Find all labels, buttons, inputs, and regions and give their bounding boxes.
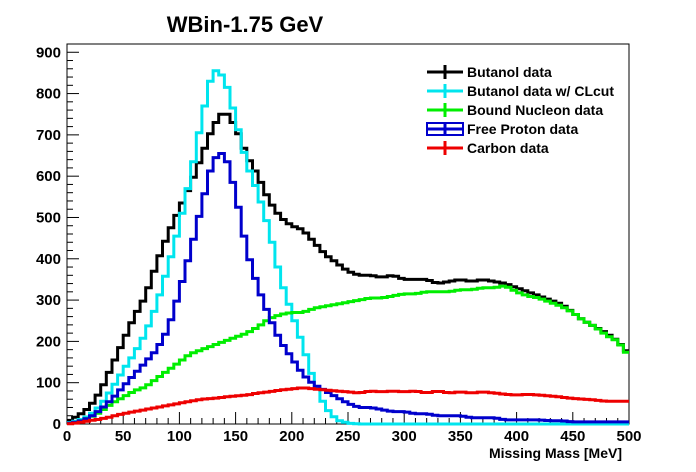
x-tick-label: 250 (335, 428, 360, 445)
series-line-0 (67, 112, 629, 422)
y-tick-label: 600 (36, 168, 61, 185)
y-tick-label: 200 (36, 333, 61, 350)
x-tick-label: 200 (279, 428, 304, 445)
axes: 0 50 100 150 200 250 300 350 400 450 500 0 100 200 300… (36, 43, 642, 445)
y-tick-label: 700 (36, 127, 61, 144)
x-tick-label: 400 (504, 428, 529, 445)
x-tick-label: 350 (448, 428, 473, 445)
legend-label: Butanol data (467, 64, 552, 80)
legend-entry: Free Proton data (426, 121, 578, 137)
series-line-2 (67, 284, 629, 425)
y-tick-label: 400 (36, 251, 61, 268)
series-layer (67, 69, 629, 426)
series-line-4 (67, 386, 629, 426)
y-tick-label: 100 (36, 375, 61, 392)
y-tick-label: 900 (36, 44, 61, 61)
legend-entry: Butanol data w/ CLcut (427, 83, 614, 99)
legend-label: Butanol data w/ CLcut (467, 83, 614, 99)
x-tick-label: 450 (560, 428, 585, 445)
x-axis-label: Missing Mass [MeV] (489, 445, 622, 461)
x-tick-label: 150 (223, 428, 248, 445)
y-tick-label: 500 (36, 209, 61, 226)
y-tick-label: 0 (53, 416, 61, 433)
legend-label: Free Proton data (467, 121, 578, 137)
x-tick-label: 0 (63, 428, 71, 445)
x-tick-label: 300 (392, 428, 417, 445)
series-line-1 (67, 69, 629, 426)
legend-entry: Butanol data (427, 64, 552, 80)
legend-label: Bound Nucleon data (467, 102, 603, 118)
legend-entry: Carbon data (427, 140, 549, 156)
x-tick-label: 500 (616, 428, 641, 445)
chart-title: WBin-1.75 GeV (167, 12, 324, 37)
legend-entry: Bound Nucleon data (427, 102, 603, 118)
y-tick-label: 800 (36, 86, 61, 103)
legend: Butanol data Butanol data w/ CLcut Bound N… (426, 64, 614, 156)
x-tick-label: 50 (115, 428, 132, 445)
y-tick-label: 300 (36, 292, 61, 309)
x-tick-label: 100 (167, 428, 192, 445)
legend-label: Carbon data (467, 140, 549, 156)
series-line-3 (67, 152, 629, 425)
